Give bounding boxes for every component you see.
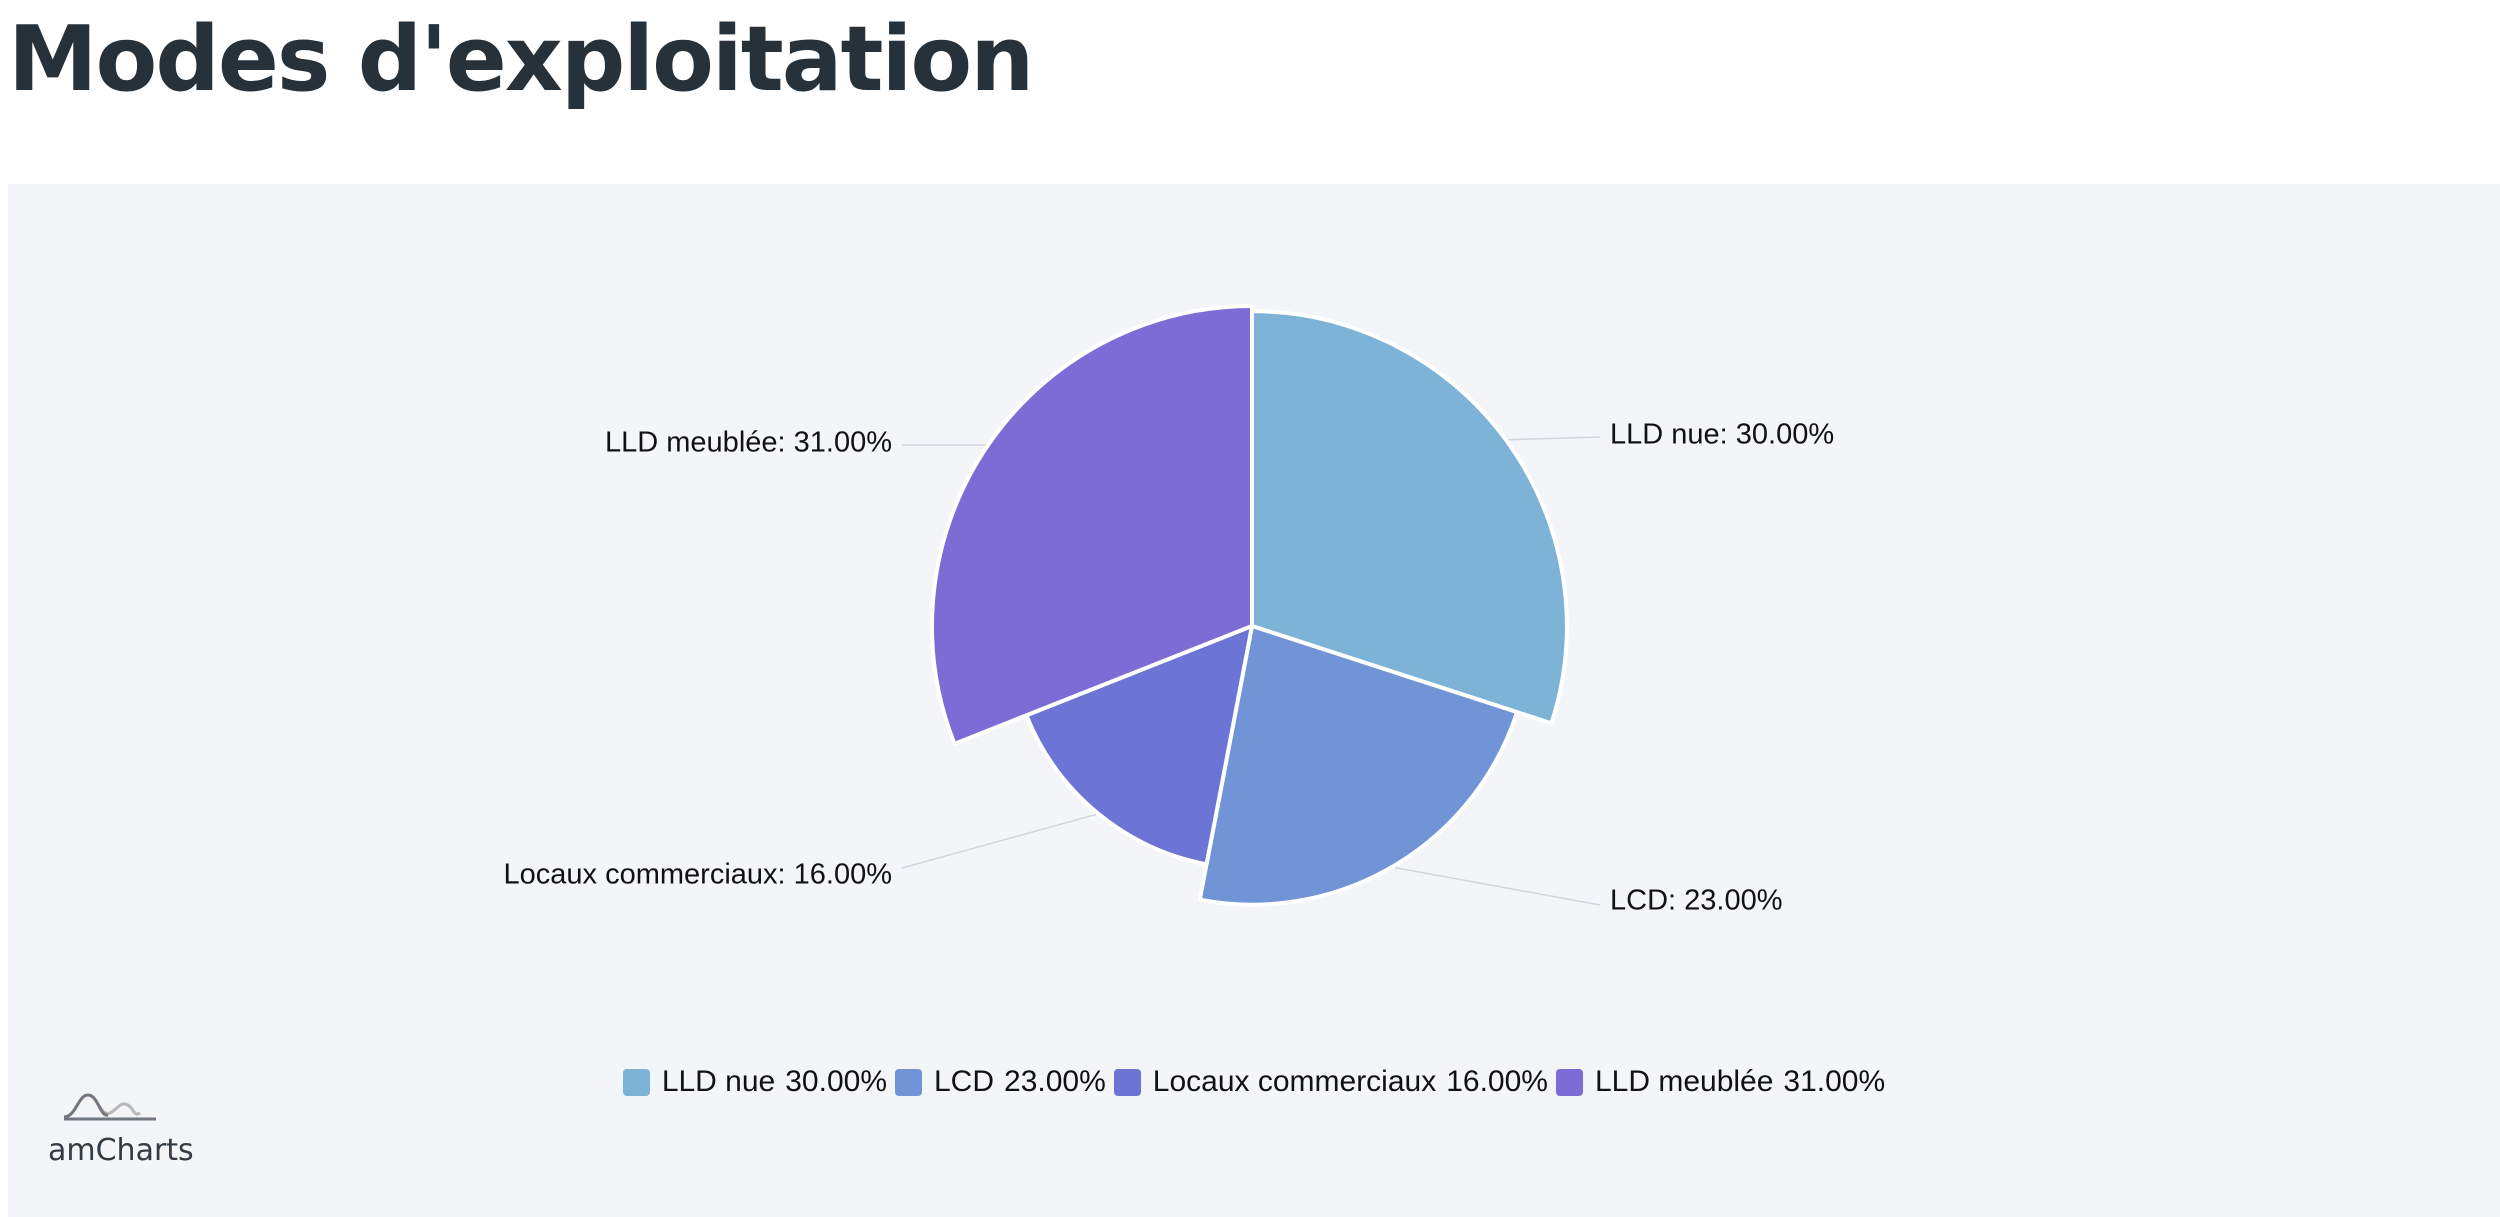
pie-slice-locaux-commerciaux[interactable] (1024, 624, 1254, 867)
amcharts-logo-icon (63, 1093, 156, 1121)
slice-label-lcd: LCD: 23.00% (1610, 885, 1783, 917)
slice-label-lld-meubl-e: LLD meublée: 31.00% (605, 427, 892, 459)
legend-label-lld-meubl-e: LLD meublée (1594, 1065, 1774, 1098)
chart-legend: LLD nue 30.00% LCD 23.00% Locaux commerciaux… (8, 1060, 2500, 1104)
slice-label-locaux-commerciaux: Locaux commerciaux: 16.00% (504, 859, 892, 891)
legend-item-lld-nue[interactable]: LLD nue 30.00% (622, 1065, 887, 1099)
amcharts-logo-text: amCharts (48, 1133, 194, 1168)
legend-value-lld-meubl-e: 31.00% (1783, 1065, 1886, 1098)
legend-swatch-lld-meubl-e (1555, 1068, 1583, 1096)
legend-item-lcd[interactable]: LCD 23.00% (895, 1065, 1106, 1099)
legend-swatch-lld-nue (622, 1068, 650, 1096)
amcharts-logo[interactable]: amCharts (48, 1089, 208, 1179)
pie-slice-lld-meubl-e[interactable] (930, 304, 1254, 746)
legend-value-lld-nue: 30.00% (785, 1065, 887, 1098)
leader-line-lcd (1394, 866, 1601, 906)
pie-chart: LLD nue: 30.00% LCD: 23.00% Locaux commerc… (504, 304, 1834, 917)
leader-line-lld-nue (1508, 436, 1601, 441)
legend-label-lld-nue: LLD nue (661, 1065, 776, 1098)
legend-swatch-locaux-commerciaux (1113, 1068, 1141, 1096)
legend-label-lcd: LCD (934, 1065, 995, 1098)
pie-slice-lld-nue[interactable] (1250, 309, 1569, 726)
legend-swatch-lcd (895, 1068, 922, 1096)
legend-label-locaux-commerciaux: Locaux commerciaux (1152, 1065, 1437, 1098)
page-title: Modes d'exploitation (8, 7, 1034, 112)
slice-label-lld-nue: LLD nue: 30.00% (1610, 419, 1834, 451)
legend-value-lcd: 23.00% (1004, 1065, 1106, 1098)
leader-line-locaux-commerciaux (901, 813, 1097, 869)
pie-slice-lcd[interactable] (1197, 624, 1520, 907)
legend-item-locaux-commerciaux[interactable]: Locaux commerciaux 16.00% (1113, 1065, 1548, 1099)
legend-value-locaux-commerciaux: 16.00% (1446, 1065, 1548, 1098)
chart-panel: LLD nue: 30.00% LCD: 23.00% Locaux commerc… (8, 184, 2500, 1217)
legend-item-lld-meubl-e[interactable]: LLD meublée 31.00% (1555, 1065, 1886, 1099)
